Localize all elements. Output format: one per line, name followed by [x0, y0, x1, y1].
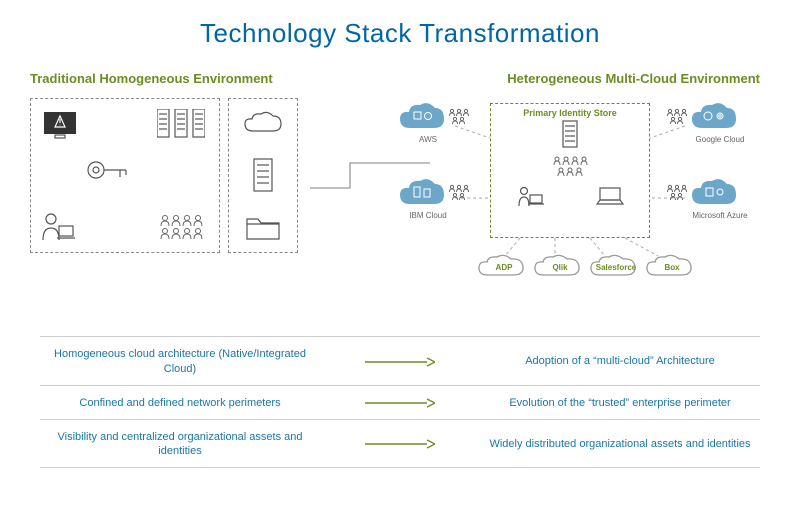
- cloud-azure: Microsoft Azure: [690, 178, 750, 218]
- cloud-label: Google Cloud: [690, 135, 750, 144]
- cloud-ibm: IBM Cloud: [398, 178, 458, 218]
- primary-laptop-icon: [596, 186, 624, 206]
- primary-server-icon: [562, 120, 578, 148]
- arrow-icon: [355, 439, 445, 449]
- cloud-filled-icon: [690, 102, 738, 132]
- cloud-outline-icon: [243, 111, 283, 135]
- traditional-boxes: [30, 98, 360, 253]
- server-rack-icon: [157, 109, 205, 139]
- diagram-columns: Traditional Homogeneous Environment: [0, 71, 800, 308]
- warning-monitor-icon: [43, 111, 77, 139]
- key-icon: [86, 157, 130, 183]
- cloud-label: AWS: [398, 135, 458, 144]
- traditional-main-box: [30, 98, 220, 253]
- cloud-filled-icon: [398, 102, 446, 132]
- primary-identity-label: Primary Identity Store: [491, 108, 649, 118]
- server-single-icon: [253, 158, 273, 192]
- saas-cloud-adp: ADP: [476, 253, 532, 287]
- folder-icon: [245, 215, 281, 241]
- user-laptop-icon: [41, 212, 77, 242]
- left-heading: Traditional Homogeneous Environment: [30, 71, 360, 86]
- saas-label: ADP: [476, 263, 532, 272]
- bullet-left: Confined and defined network perimeters: [40, 396, 320, 411]
- multicloud-diagram: Primary Identity Store: [390, 98, 750, 308]
- right-column: Heterogeneous Multi-Cloud Environment Pr…: [390, 71, 770, 308]
- bullet-left: Visibility and centralized organizationa…: [40, 430, 320, 460]
- saas-label: Qlik: [532, 263, 588, 272]
- bullet-left: Homogeneous cloud architecture (Native/I…: [40, 347, 320, 377]
- people-mini-icon: [666, 184, 688, 200]
- bullet-row: Visibility and centralized organizationa…: [40, 419, 760, 469]
- people-mini-icon: [448, 108, 470, 124]
- bullet-row: Confined and defined network perimeters …: [40, 385, 760, 419]
- bullet-right: Widely distributed organizational assets…: [480, 437, 760, 452]
- cloud-filled-icon: [690, 178, 738, 208]
- left-column: Traditional Homogeneous Environment: [30, 71, 360, 308]
- bullet-row: Homogeneous cloud architecture (Native/I…: [40, 336, 760, 385]
- arrow-icon: [355, 398, 445, 408]
- primary-user-laptop-icon: [517, 186, 545, 208]
- cloud-filled-icon: [398, 178, 446, 208]
- saas-cloud-salesforce: Salesforce: [588, 253, 644, 287]
- cloud-google: Google Cloud: [690, 102, 750, 142]
- bullet-right: Evolution of the “trusted” enterprise pe…: [480, 396, 760, 411]
- people-grid-icon: [159, 214, 203, 240]
- cloud-label: IBM Cloud: [398, 211, 458, 220]
- traditional-side-box: [228, 98, 298, 253]
- saas-label: Box: [644, 263, 700, 272]
- cloud-aws: AWS: [398, 102, 458, 142]
- primary-people-icon: [552, 155, 588, 177]
- saas-label: Salesforce: [588, 263, 644, 272]
- bullet-list: Homogeneous cloud architecture (Native/I…: [0, 336, 800, 468]
- arrow-icon: [355, 357, 445, 367]
- people-mini-icon: [448, 184, 470, 200]
- cloud-label: Microsoft Azure: [690, 211, 750, 220]
- primary-identity-box: Primary Identity Store: [490, 103, 650, 238]
- right-heading: Heterogeneous Multi-Cloud Environment: [390, 71, 760, 86]
- saas-cloud-qlik: Qlik: [532, 253, 588, 287]
- page-title: Technology Stack Transformation: [0, 18, 800, 49]
- saas-cloud-box: Box: [644, 253, 700, 287]
- people-mini-icon: [666, 108, 688, 124]
- bullet-right: Adoption of a “multi-cloud” Architecture: [480, 354, 760, 369]
